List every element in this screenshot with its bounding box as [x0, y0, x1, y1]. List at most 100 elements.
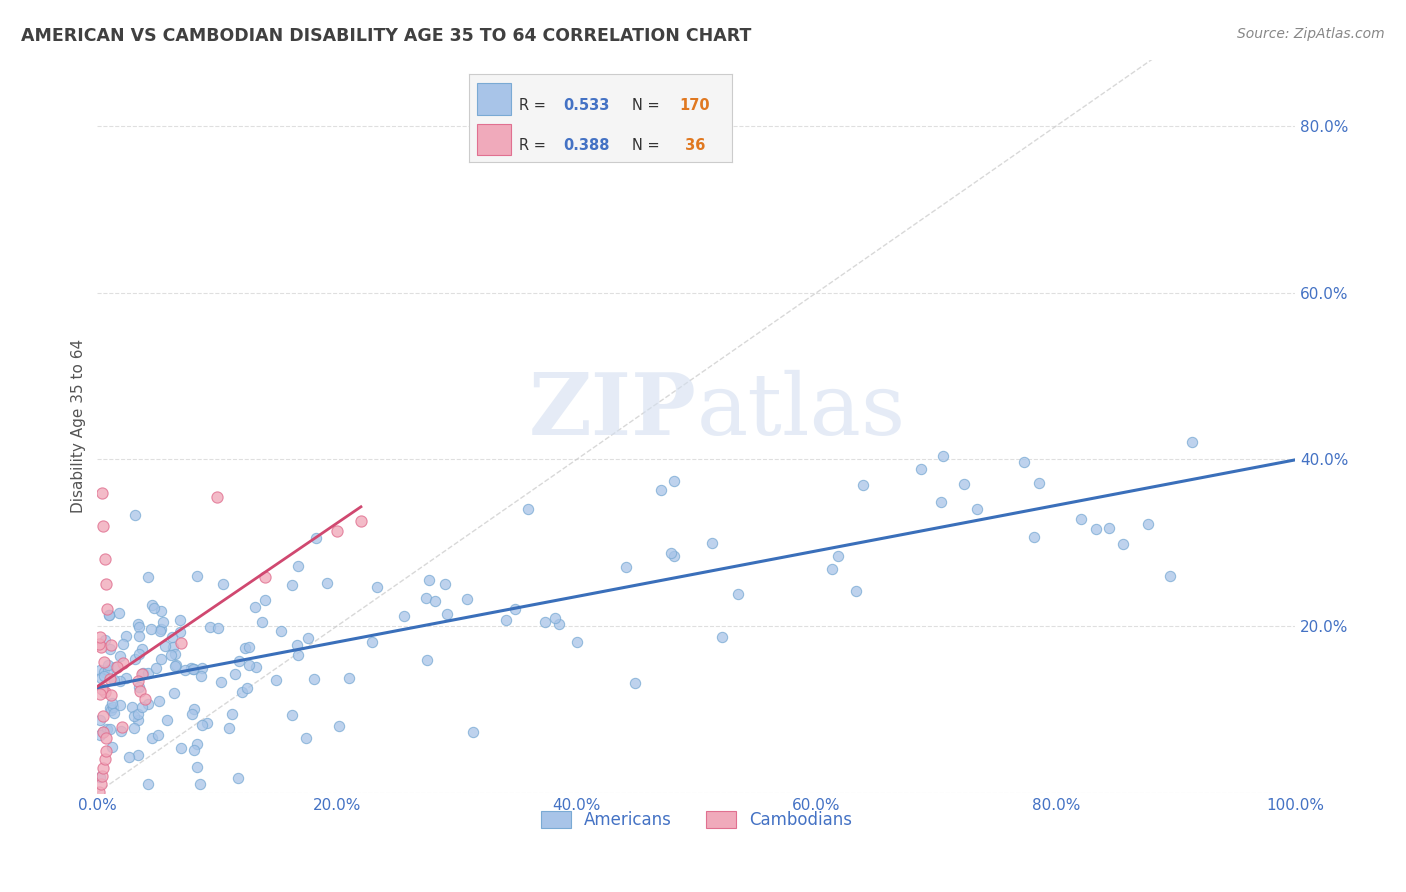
- Point: [211, 576, 233, 591]
- Point: [270, 624, 292, 638]
- Point: [264, 673, 287, 687]
- Point: [127, 616, 149, 631]
- Y-axis label: Disability Age 35 to 64: Disability Age 35 to 64: [72, 339, 86, 513]
- Point: [281, 708, 304, 723]
- Point: [105, 659, 128, 673]
- Point: [650, 483, 672, 498]
- Point: [94, 577, 117, 591]
- Point: [89, 713, 111, 727]
- Point: [174, 663, 197, 677]
- Text: ZIP: ZIP: [529, 369, 696, 453]
- Point: [207, 621, 229, 635]
- Point: [337, 671, 360, 685]
- Point: [243, 599, 266, 614]
- Point: [97, 608, 120, 623]
- Point: [98, 641, 121, 656]
- Point: [90, 671, 112, 685]
- Point: [425, 593, 447, 607]
- Point: [118, 750, 141, 764]
- Point: [162, 640, 184, 655]
- Point: [727, 587, 749, 601]
- Point: [141, 623, 163, 637]
- Point: [953, 477, 976, 491]
- Point: [285, 638, 308, 652]
- Point: [548, 617, 571, 632]
- Point: [110, 724, 132, 739]
- Point: [141, 599, 163, 613]
- Point: [302, 673, 325, 687]
- Point: [294, 731, 316, 746]
- Point: [122, 708, 145, 723]
- Point: [136, 666, 159, 681]
- Point: [132, 665, 155, 680]
- Point: [183, 662, 205, 676]
- Point: [103, 706, 125, 720]
- Point: [1112, 537, 1135, 551]
- Point: [190, 669, 212, 683]
- Point: [1098, 521, 1121, 535]
- Point: [145, 661, 167, 675]
- Point: [170, 741, 193, 756]
- Point: [93, 665, 115, 679]
- Point: [415, 591, 437, 605]
- Point: [89, 770, 111, 784]
- Text: Source: ZipAtlas.com: Source: ZipAtlas.com: [1237, 27, 1385, 41]
- Point: [131, 641, 153, 656]
- Point: [200, 620, 222, 634]
- Point: [111, 656, 134, 670]
- Point: [108, 649, 131, 664]
- Point: [136, 570, 159, 584]
- Point: [181, 662, 204, 676]
- Point: [326, 524, 349, 539]
- Point: [128, 647, 150, 661]
- Point: [183, 702, 205, 716]
- Point: [183, 743, 205, 757]
- Point: [91, 485, 114, 500]
- Point: [124, 508, 146, 523]
- Point: [188, 777, 211, 791]
- Point: [148, 693, 170, 707]
- Point: [418, 574, 440, 588]
- Point: [90, 777, 112, 791]
- Point: [136, 697, 159, 711]
- Point: [233, 640, 256, 655]
- Point: [96, 722, 118, 736]
- Point: [456, 591, 478, 606]
- Point: [165, 647, 187, 661]
- Point: [316, 576, 339, 591]
- Point: [94, 731, 117, 745]
- Point: [138, 777, 160, 791]
- Point: [245, 660, 267, 674]
- Point: [127, 706, 149, 721]
- Point: [93, 656, 115, 670]
- Point: [1022, 530, 1045, 544]
- Point: [366, 580, 388, 594]
- Point: [91, 769, 114, 783]
- Point: [1137, 516, 1160, 531]
- Point: [134, 692, 156, 706]
- Point: [101, 740, 124, 755]
- Point: [252, 615, 274, 630]
- Point: [929, 495, 952, 509]
- Point: [190, 661, 212, 675]
- Point: [101, 696, 124, 710]
- Point: [287, 648, 309, 663]
- Point: [254, 593, 277, 607]
- Point: [852, 478, 875, 492]
- Point: [845, 584, 868, 599]
- Point: [392, 609, 415, 624]
- Point: [87, 637, 110, 651]
- Point: [87, 785, 110, 799]
- Point: [131, 667, 153, 681]
- Point: [90, 681, 112, 696]
- Point: [94, 685, 117, 699]
- Point: [238, 640, 260, 654]
- Point: [100, 639, 122, 653]
- Point: [156, 713, 179, 727]
- Point: [209, 674, 232, 689]
- Point: [533, 615, 555, 629]
- Point: [565, 635, 588, 649]
- Point: [1159, 569, 1181, 583]
- Point: [152, 615, 174, 630]
- Point: [141, 731, 163, 746]
